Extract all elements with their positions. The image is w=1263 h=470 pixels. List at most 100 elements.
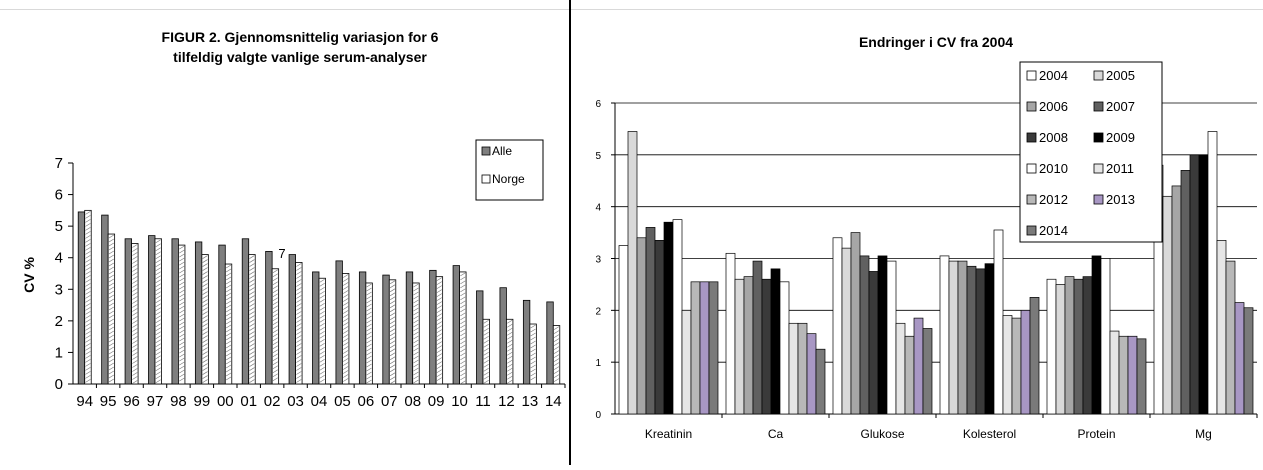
left-bar-hatch: [366, 339, 372, 344]
left-bar-hatch: [296, 303, 302, 307]
left-bar-hatch: [343, 278, 349, 282]
left-bar-hatch: [389, 284, 396, 289]
left-bar-hatch: [155, 371, 161, 376]
right-bar-2008: [1082, 276, 1093, 415]
right-legend-label: 2012: [1039, 192, 1068, 207]
left-legend-swatch: [481, 174, 491, 184]
left-bar-hatch: [202, 315, 208, 319]
left-bar-hatch: [389, 372, 396, 377]
left-bar-hatch: [483, 336, 489, 340]
left-bar-hatch: [155, 347, 161, 352]
left-bar-hatch: [413, 303, 419, 308]
left-legend-swatch: [481, 146, 491, 156]
left-bar-hatch: [132, 312, 138, 316]
left-bar-hatch: [179, 277, 185, 282]
left-bar-hatch: [553, 374, 560, 378]
left-bar-hatch: [530, 376, 536, 381]
left-bar-alle: [218, 244, 226, 385]
left-bar-hatch: [179, 357, 185, 362]
left-bar-hatch: [366, 371, 372, 376]
left-bar-hatch: [85, 255, 91, 259]
left-bar-hatch: [132, 316, 138, 320]
left-bar-hatch: [507, 336, 513, 340]
right-bar-2013: [1234, 302, 1245, 415]
left-bar-hatch: [132, 308, 138, 312]
left-bar-hatch: [249, 367, 255, 371]
left-bar-hatch: [460, 296, 466, 301]
left-bar-hatch: [155, 295, 161, 300]
left-bar-norge: [295, 262, 303, 385]
left-bar-hatch: [319, 370, 325, 375]
left-bar-hatch: [366, 283, 372, 288]
left-bar-hatch: [366, 291, 372, 296]
right-y-tick-label: 4: [595, 203, 601, 214]
left-bar-hatch: [460, 380, 466, 385]
left-bar-hatch: [319, 282, 325, 287]
left-legend-label: Norge: [492, 172, 525, 186]
left-bar-hatch: [319, 330, 325, 335]
left-bar-hatch: [296, 271, 302, 275]
left-bar-hatch: [483, 320, 489, 324]
left-bar-hatch: [436, 345, 442, 349]
left-bar-hatch: [296, 343, 302, 347]
left-bar-norge: [201, 254, 209, 385]
left-bar-alle: [288, 254, 296, 385]
left-bar-hatch: [296, 363, 302, 367]
right-bar-2007: [966, 265, 977, 415]
left-bar-hatch: [507, 368, 513, 372]
left-bar-norge: [552, 325, 561, 385]
left-bar-hatch: [108, 322, 114, 327]
left-bar-hatch: [249, 355, 255, 359]
left-bar-alle: [382, 274, 390, 385]
left-bar-hatch: [319, 354, 325, 359]
right-legend-label: 2010: [1039, 161, 1068, 176]
left-bar-hatch: [132, 360, 138, 364]
left-bar-hatch: [366, 295, 372, 300]
left-bar-hatch: [507, 364, 513, 368]
left-bar-hatch: [225, 324, 232, 329]
left-bar-hatch: [202, 363, 208, 367]
left-y-tick-label: 0: [55, 376, 63, 393]
left-bar-hatch: [389, 380, 396, 385]
left-bar-hatch: [319, 314, 325, 319]
left-bar-hatch: [249, 259, 255, 263]
left-bar-hatch: [202, 359, 208, 363]
left-bar-hatch: [85, 307, 91, 311]
left-bar-hatch: [202, 323, 208, 327]
left-bar-hatch: [132, 280, 138, 284]
left-bar-hatch: [85, 279, 91, 283]
left-bar-hatch: [296, 367, 302, 371]
left-bar-hatch: [108, 338, 114, 343]
left-bar-hatch: [319, 350, 325, 355]
left-bar-norge: [178, 244, 186, 385]
left-bar-hatch: [413, 379, 419, 384]
left-bar-hatch: [202, 327, 208, 331]
left-bar-hatch: [132, 320, 138, 324]
left-bar-hatch: [225, 288, 232, 293]
left-bar-hatch: [436, 309, 442, 313]
left-bar-hatch: [483, 324, 489, 328]
right-legend-box: [1019, 61, 1163, 243]
left-x-tick-label: 10: [451, 393, 468, 410]
left-bar-norge: [529, 323, 537, 385]
left-bar-hatch: [366, 347, 372, 352]
left-bar-hatch: [366, 315, 372, 320]
right-legend-swatch: [1026, 101, 1037, 112]
left-bar-hatch: [530, 324, 536, 329]
left-bar-hatch: [343, 286, 349, 290]
left-bar-hatch: [553, 338, 560, 342]
left-bar-hatch: [483, 344, 489, 348]
left-bar-hatch: [179, 257, 185, 262]
left-bar-hatch: [85, 219, 91, 223]
left-x-tick-label: 13: [522, 393, 539, 410]
left-bar-hatch: [272, 281, 278, 286]
left-bar-hatch: [366, 367, 372, 372]
left-bar-hatch: [132, 328, 138, 332]
left-bar-hatch: [436, 281, 442, 285]
left-chart-subtitle: tilfeldig valgte vanlige serum-analyser: [173, 49, 427, 65]
left-bar-hatch: [319, 290, 325, 295]
left-bar-hatch: [413, 319, 419, 324]
left-bar-alle: [241, 238, 250, 385]
left-bar-hatch: [85, 355, 91, 359]
left-bar-hatch: [202, 287, 208, 291]
